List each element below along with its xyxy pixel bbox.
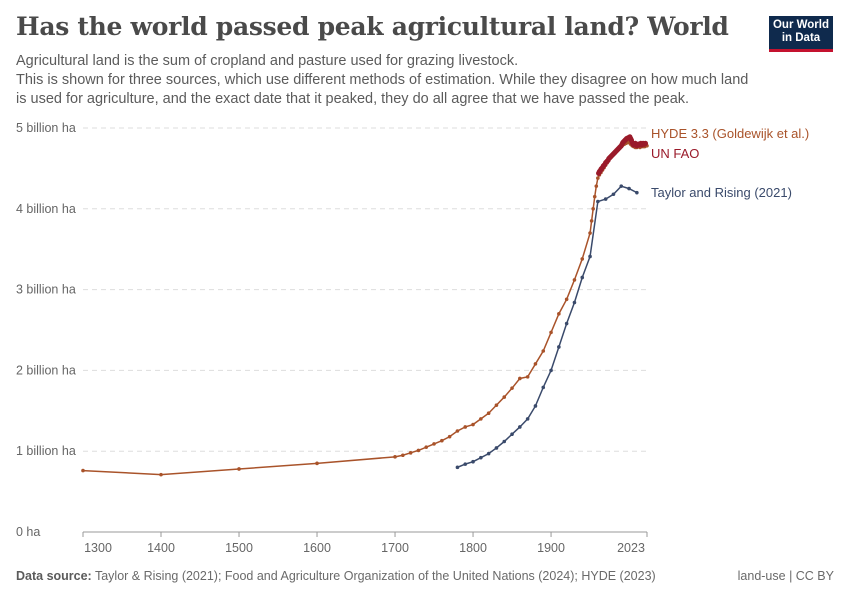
data-point: [533, 362, 538, 366]
data-point: [588, 231, 592, 235]
data-point: [440, 438, 444, 443]
data-point: [588, 254, 592, 259]
data-point: [408, 451, 413, 455]
data-point: [518, 376, 522, 381]
data-point: [479, 455, 483, 460]
data-point: [416, 448, 421, 453]
data-point: [447, 434, 452, 439]
y-tick-label: 5 billion ha: [16, 121, 76, 135]
data-point: [432, 442, 436, 446]
data-point: [486, 411, 491, 416]
data-point: [533, 404, 538, 408]
y-tick-label: 2 billion ha: [16, 363, 76, 377]
data-point: [463, 425, 468, 429]
data-point: [479, 417, 483, 421]
data-point: [603, 197, 608, 201]
data-point: [159, 472, 163, 477]
data-point: [541, 349, 546, 353]
data-point: [549, 368, 553, 373]
data-point: [315, 461, 319, 466]
y-tick-label: 0 ha: [16, 525, 40, 539]
subtitle-line: This is shown for three sources, which u…: [16, 72, 749, 107]
data-point: [424, 445, 429, 449]
legend-label: HYDE 3.3 (Goldewijk et al.): [651, 126, 809, 141]
data-point: [580, 275, 585, 280]
data-point: [471, 459, 475, 464]
data-point: [455, 465, 460, 470]
data-point: [564, 297, 569, 302]
data-point: [525, 417, 530, 421]
data-point: [627, 186, 631, 191]
data-source: Data source: Taylor & Rising (2021); Foo…: [16, 569, 656, 583]
data-point: [502, 395, 507, 399]
data-point: [592, 194, 597, 199]
data-point: [594, 184, 599, 188]
legend-label: Taylor and Rising (2021): [651, 185, 792, 200]
data-point: [502, 439, 507, 444]
data-point: [589, 219, 594, 223]
data-point: [642, 140, 649, 146]
data-point: [541, 385, 546, 390]
y-tick-label: 4 billion ha: [16, 202, 76, 216]
x-tick-label: 1400: [147, 541, 175, 555]
source-label: Data source:: [16, 569, 92, 583]
series-line: [82, 141, 647, 476]
x-tick-label: 1700: [381, 541, 409, 555]
data-point: [81, 468, 85, 473]
data-point: [557, 345, 561, 349]
data-point: [596, 176, 600, 180]
x-tick-label: 1600: [303, 541, 331, 555]
logo-line: Our World: [772, 19, 829, 31]
data-point: [635, 190, 639, 195]
data-point: [549, 330, 553, 335]
data-point: [510, 432, 514, 437]
data-point: [455, 429, 460, 433]
data-point: [580, 257, 585, 261]
data-point: [564, 321, 569, 326]
data-point: [591, 207, 595, 211]
x-tick-label: 2023: [617, 541, 645, 555]
x-tick-label: 1900: [537, 541, 565, 555]
data-point: [486, 451, 491, 456]
data-point: [494, 446, 499, 450]
subtitle-line: Agricultural land is the sum of cropland…: [16, 53, 519, 69]
data-point: [401, 453, 405, 458]
chart-title: Has the world passed peak agricultural l…: [16, 12, 729, 41]
series-line: [457, 185, 638, 469]
y-tick-label: 1 billion ha: [16, 444, 76, 458]
data-point: [393, 455, 397, 459]
data-point: [494, 403, 499, 407]
chart-subtitle: Agricultural land is the sum of cropland…: [16, 52, 756, 109]
data-point: [619, 184, 624, 188]
x-tick-label: 1500: [225, 541, 253, 555]
data-point: [237, 467, 241, 471]
data-point: [510, 386, 514, 390]
data-point: [518, 425, 522, 429]
data-point: [611, 192, 616, 197]
data-point: [572, 278, 577, 282]
logo-line: in Data: [781, 32, 821, 44]
data-point: [557, 312, 561, 316]
data-point: [572, 300, 577, 305]
legend-label: UN FAO: [651, 146, 699, 161]
license[interactable]: land-use | CC BY: [737, 569, 834, 583]
x-tick-label: 1800: [459, 541, 487, 555]
source-text: Taylor & Rising (2021); Food and Agricul…: [91, 569, 656, 583]
data-point: [471, 422, 475, 427]
data-point: [596, 199, 600, 204]
data-point: [525, 375, 530, 379]
data-point: [463, 462, 468, 466]
owid-logo[interactable]: Our World in Data: [769, 16, 833, 52]
x-tick-label: 1300: [84, 541, 112, 555]
y-tick-label: 3 billion ha: [16, 283, 76, 297]
